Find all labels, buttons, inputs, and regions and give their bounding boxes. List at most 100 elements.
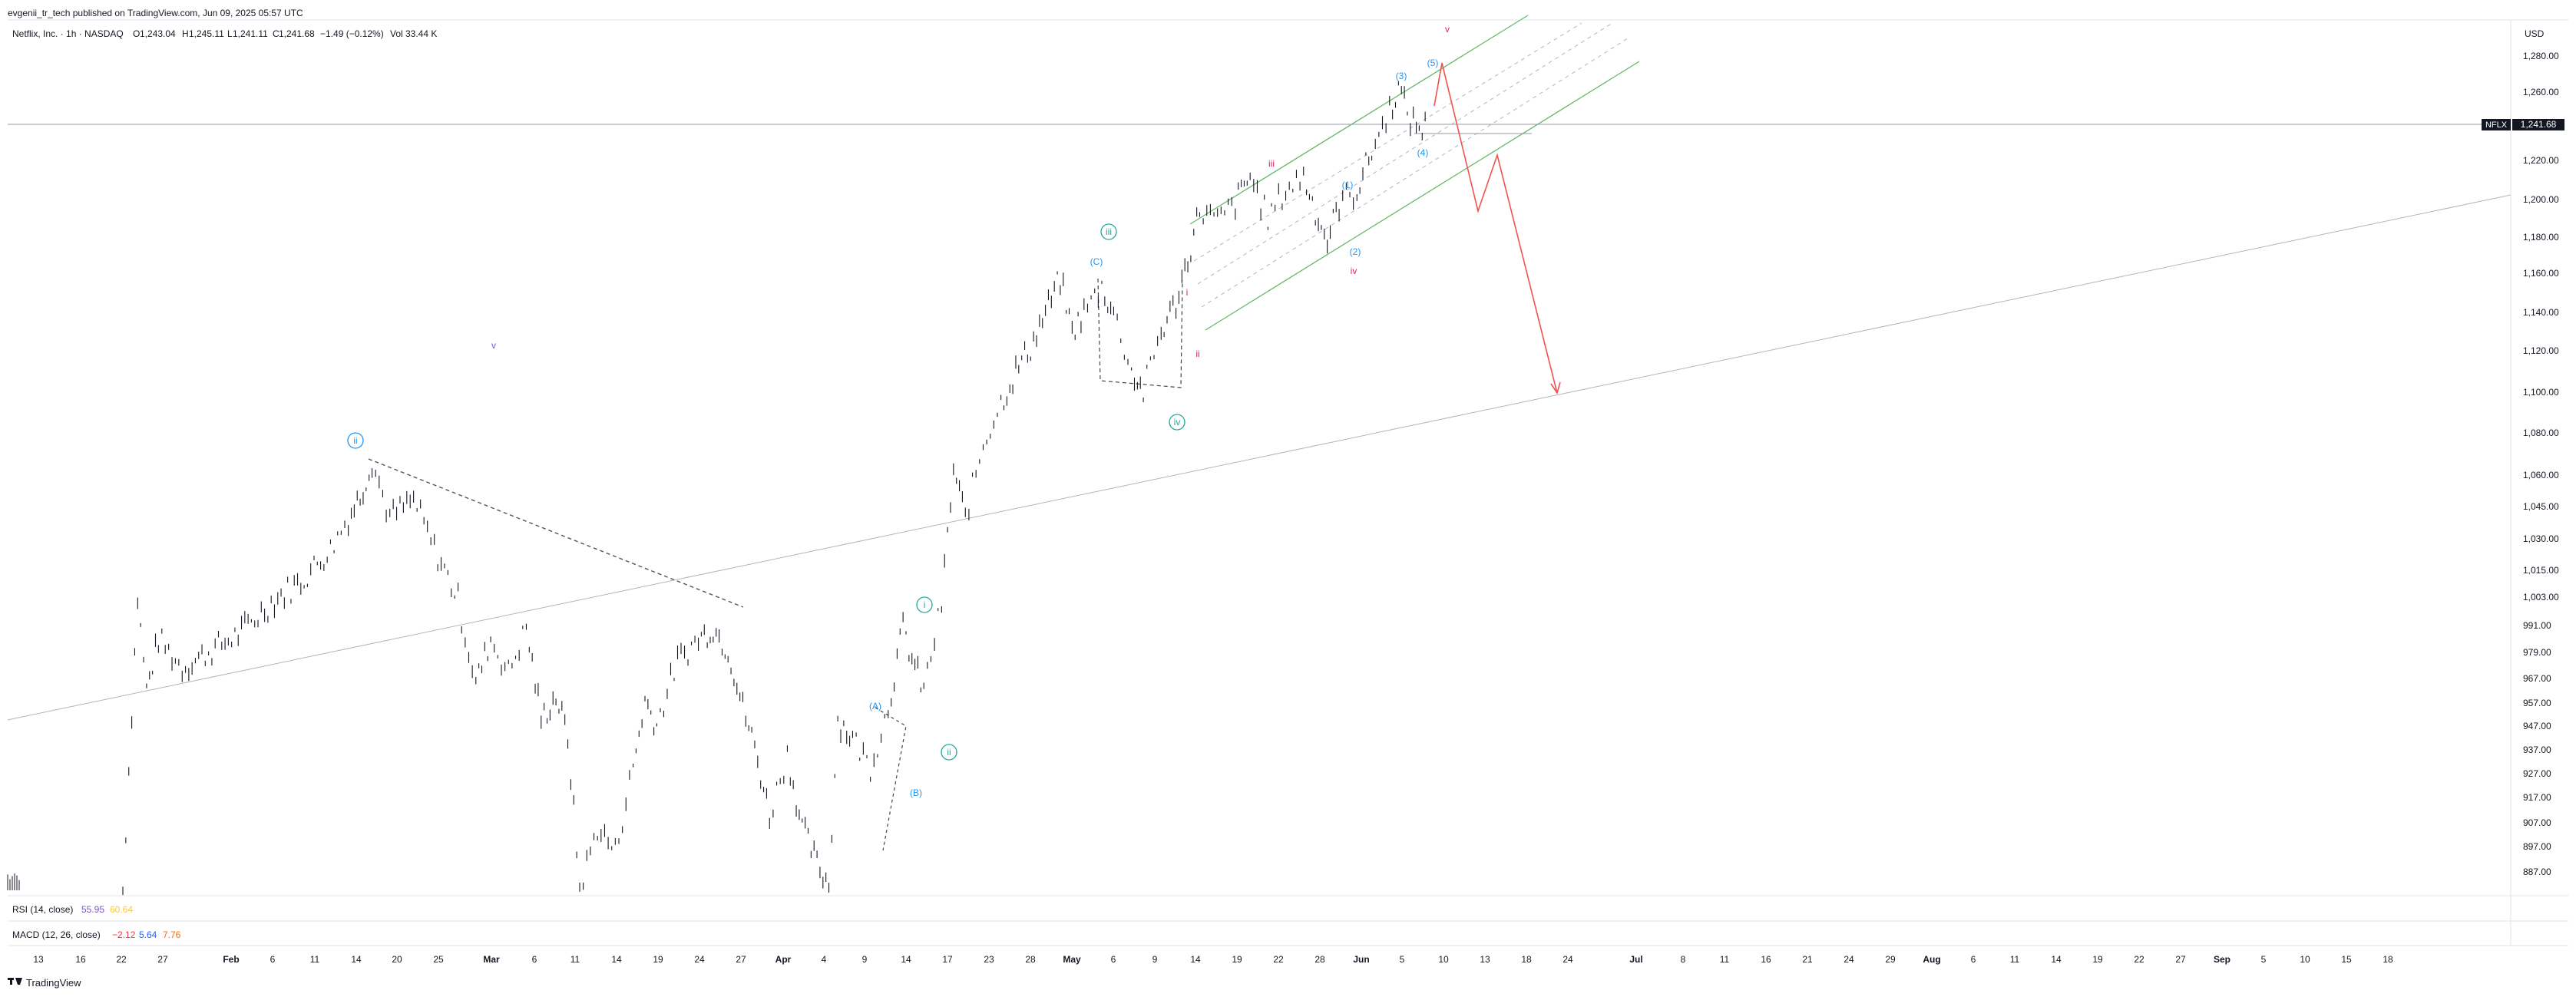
wave-label: (5) (1427, 58, 1439, 68)
time-tick: 24 (1562, 954, 1573, 965)
time-tick: 6 (1111, 954, 1116, 965)
legend-high-label: H (182, 28, 189, 39)
time-tick: 19 (1232, 954, 1242, 965)
time-tick: 8 (1681, 954, 1686, 965)
wave-label: v (491, 340, 496, 351)
legend-low-label: L (227, 28, 233, 39)
time-tick: 15 (2341, 954, 2352, 965)
channel-top[interactable] (1189, 15, 1529, 225)
time-tick: 24 (1844, 954, 1854, 965)
legend-open: 1,243.04 (140, 28, 176, 39)
time-tick: 17 (942, 954, 953, 965)
time-tick: 14 (2051, 954, 2062, 965)
time-tick: Aug (1923, 954, 1940, 965)
tradingview-logo-icon (8, 978, 22, 985)
wave-label: v (1445, 24, 1450, 35)
wave-label: (3) (1396, 71, 1407, 81)
wave-label: ii (353, 435, 357, 446)
projection-path[interactable] (1433, 62, 1558, 394)
macd-value: −2.12 (112, 929, 136, 940)
price-tick: 1,140.00 (2523, 307, 2559, 318)
price-tick: 1,015.00 (2523, 565, 2559, 576)
legend-vol-label: Vol (390, 28, 403, 39)
price-tick: 887.00 (2523, 867, 2551, 877)
time-tick: May (1063, 954, 1081, 965)
price-axis[interactable]: 1,280.00 1,260.00 1,220.00 1,200.00 1,180.00… (2523, 51, 2559, 877)
time-tick: 13 (33, 954, 44, 965)
price-tick: 1,160.00 (2523, 268, 2559, 279)
macd-signal-value: 5.64 (139, 929, 157, 940)
time-tick: 16 (75, 954, 86, 965)
wave-label: i (924, 599, 926, 610)
wave-labels: viiiiiiiiiv(A)(B)(C)iiiiiiivv(1)(2)(3)(4… (347, 24, 1450, 798)
legend: Netflix, Inc. · 1h · NASDAQ O 1,243.04 H… (12, 28, 437, 39)
price-tick: 1,100.00 (2523, 387, 2559, 398)
time-tick: 11 (310, 954, 320, 965)
wave-label: iv (1351, 266, 1357, 276)
dashed-trendline[interactable] (368, 458, 744, 608)
time-tick: 28 (1314, 954, 1325, 965)
price-tick: 1,060.00 (2523, 470, 2559, 480)
rsi-value: 55.95 (81, 904, 104, 915)
legend-close-label: C (273, 28, 279, 39)
time-tick: Feb (223, 954, 239, 965)
legend-vol: 33.44 K (405, 28, 437, 39)
channel-bottom[interactable] (1205, 61, 1640, 331)
time-tick: 9 (1152, 954, 1158, 965)
price-tick: 1,003.00 (2523, 592, 2559, 602)
wave-label: iii (1268, 158, 1275, 169)
rsi-legend[interactable]: RSI (14, close) 55.95 60.64 (12, 904, 133, 915)
price-tick: 897.00 (2523, 841, 2551, 852)
price-tick: 937.00 (2523, 744, 2551, 755)
time-tick: 4 (822, 954, 827, 965)
support-trendline[interactable] (7, 194, 2512, 721)
wave-label: iv (1174, 417, 1181, 428)
time-axis[interactable]: 13 16 22 27 Feb 6 11 14 20 25 Mar 6 11 14 19 24 27 Apr 4 9 1… (33, 954, 2393, 965)
rsi-label: RSI (14, close) (12, 904, 73, 915)
macd-legend[interactable]: MACD (12, 26, close) −2.12 5.64 7.76 (12, 929, 181, 940)
rsi-ma-value: 60.64 (110, 904, 133, 915)
price-tick: 907.00 (2523, 817, 2551, 828)
time-tick: Mar (483, 954, 500, 965)
time-tick: 21 (1802, 954, 1813, 965)
time-tick: 20 (392, 954, 402, 965)
macd-hist-value: 7.76 (163, 929, 181, 940)
legend-symbol[interactable]: Netflix, Inc. · 1h · NASDAQ (12, 28, 124, 39)
last-price-value: 1,241.68 (2521, 119, 2557, 130)
channel-mid-2 (1197, 22, 1613, 285)
wave-label: (B) (910, 787, 922, 798)
time-tick: 6 (270, 954, 276, 965)
price-tick: 1,080.00 (2523, 428, 2559, 438)
price-tick: 1,030.00 (2523, 533, 2559, 544)
price-tick: 1,200.00 (2523, 194, 2559, 205)
price-tick: 1,180.00 (2523, 232, 2559, 243)
footer-brand[interactable]: TradingView (8, 977, 81, 989)
wave-circle (1169, 414, 1185, 431)
time-tick: 19 (2092, 954, 2103, 965)
price-tick: 1,280.00 (2523, 51, 2559, 61)
dashed-zone-iv (1097, 278, 1183, 388)
legend-high: 1,245.11 (189, 28, 224, 39)
time-tick: 10 (2300, 954, 2310, 965)
time-tick: 24 (694, 954, 705, 965)
time-tick: 5 (2261, 954, 2267, 965)
wave-label: (4) (1417, 147, 1429, 158)
footer-brand-text: TradingView (26, 977, 81, 989)
wave-circle (916, 596, 933, 613)
price-tick: 1,045.00 (2523, 501, 2559, 512)
time-tick: Sep (2214, 954, 2230, 965)
time-tick: 27 (157, 954, 168, 965)
wave-label: (C) (1090, 256, 1103, 267)
time-tick: 23 (984, 954, 994, 965)
time-tick: 11 (570, 954, 580, 965)
publisher-text: evgenii_tr_tech published on TradingView… (8, 8, 303, 18)
wave-label: (2) (1350, 246, 1361, 257)
time-tick: 13 (1480, 954, 1490, 965)
price-tick: 1,220.00 (2523, 155, 2559, 166)
wave-circle (941, 744, 957, 761)
legend-open-label: O (133, 28, 140, 39)
last-price-tag[interactable]: NFLX 1,241.68 (2482, 119, 2564, 130)
price-tick: 927.00 (2523, 768, 2551, 779)
